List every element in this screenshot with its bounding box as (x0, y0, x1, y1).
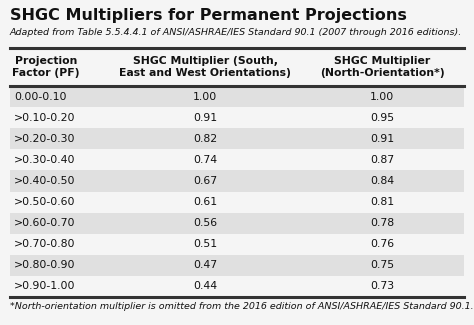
Text: 0.67: 0.67 (193, 176, 217, 186)
Text: >0.70-0.80: >0.70-0.80 (14, 239, 75, 249)
Bar (10, 213, 464, 234)
Text: 0.82: 0.82 (193, 134, 217, 144)
Text: 0.47: 0.47 (193, 260, 217, 270)
Text: Adapted from Table 5.5.4.4.1 of ANSI/ASHRAE/IES Standard 90.1 (2007 through 2016: Adapted from Table 5.5.4.4.1 of ANSI/ASH… (10, 28, 462, 37)
Text: 0.81: 0.81 (370, 197, 394, 207)
Text: >0.30-0.40: >0.30-0.40 (14, 155, 75, 165)
Text: *North-orientation multiplier is omitted from the 2016 edition of ANSI/ASHRAE/IE: *North-orientation multiplier is omitted… (10, 302, 474, 311)
Text: 0.75: 0.75 (370, 260, 394, 270)
Bar (10, 128, 464, 149)
Bar (10, 149, 464, 170)
Text: 1.00: 1.00 (193, 92, 218, 101)
Text: 0.91: 0.91 (193, 113, 217, 123)
Text: >0.10-0.20: >0.10-0.20 (14, 113, 75, 123)
Text: 0.00-0.10: 0.00-0.10 (14, 92, 66, 101)
Bar (10, 191, 464, 213)
Text: 0.74: 0.74 (193, 155, 217, 165)
Text: >0.90-1.00: >0.90-1.00 (14, 281, 75, 292)
Text: 0.87: 0.87 (370, 155, 394, 165)
Text: 0.95: 0.95 (370, 113, 394, 123)
Text: >0.50-0.60: >0.50-0.60 (14, 197, 75, 207)
Text: 0.78: 0.78 (370, 218, 394, 228)
Text: SHGC Multiplier (South,
East and West Orientations): SHGC Multiplier (South, East and West Or… (119, 56, 291, 78)
Bar (10, 255, 464, 276)
Bar (10, 276, 464, 297)
Text: >0.40-0.50: >0.40-0.50 (14, 176, 75, 186)
Text: 1.00: 1.00 (370, 92, 394, 101)
Bar (10, 107, 464, 128)
Text: SHGC Multiplier
(North-Orientation*): SHGC Multiplier (North-Orientation*) (320, 56, 445, 78)
Text: 0.61: 0.61 (193, 197, 217, 207)
Text: 0.84: 0.84 (370, 176, 394, 186)
Text: 0.44: 0.44 (193, 281, 217, 292)
Text: >0.60-0.70: >0.60-0.70 (14, 218, 75, 228)
Text: SHGC Multipliers for Permanent Projections: SHGC Multipliers for Permanent Projectio… (10, 8, 407, 23)
Text: Projection
Factor (PF): Projection Factor (PF) (12, 56, 80, 78)
Text: >0.80-0.90: >0.80-0.90 (14, 260, 75, 270)
Bar (10, 234, 464, 255)
Bar (10, 170, 464, 191)
Text: 0.73: 0.73 (370, 281, 394, 292)
Text: >0.20-0.30: >0.20-0.30 (14, 134, 75, 144)
Bar (10, 86, 464, 107)
Text: 0.51: 0.51 (193, 239, 217, 249)
Text: 0.91: 0.91 (370, 134, 394, 144)
Text: 0.76: 0.76 (370, 239, 394, 249)
Text: 0.56: 0.56 (193, 218, 217, 228)
